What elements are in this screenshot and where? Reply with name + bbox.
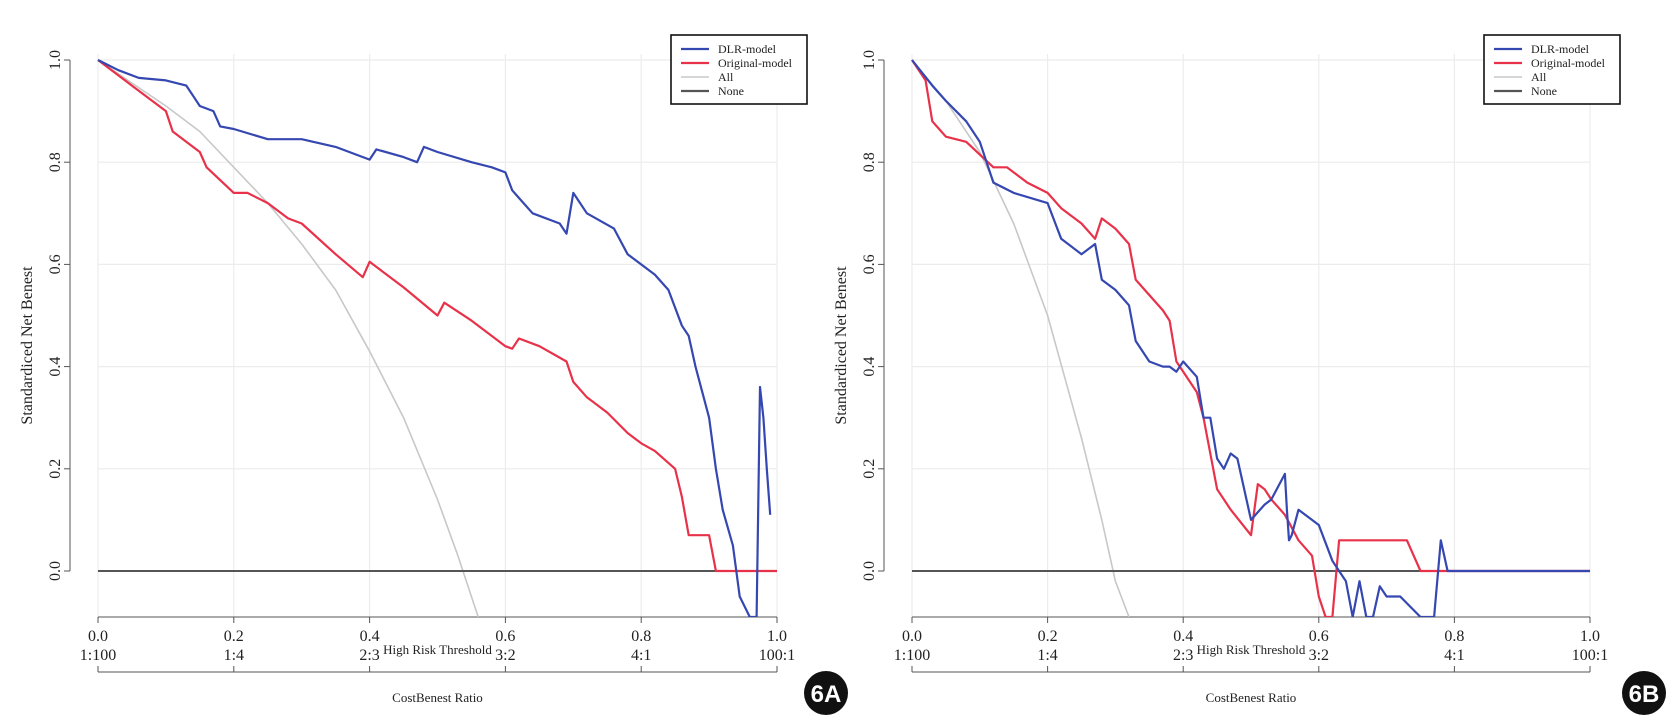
ratio-tick-label: 1:100	[894, 647, 930, 664]
x-tick-label: 1.0	[767, 628, 787, 645]
ratio-tick-label: 100:1	[759, 647, 795, 664]
series-line-dlr-model	[97, 59, 772, 617]
ratio-tick-label: 100:1	[1572, 647, 1608, 664]
legend-label-original-model: Original-model	[718, 56, 793, 70]
y-tick-label: 0.2	[47, 459, 64, 479]
legend-label-all: All	[1531, 70, 1547, 84]
y-tick-label: 0.4	[861, 357, 878, 377]
y-tick-label: 0.0	[861, 561, 878, 581]
ratio-tick-label: 1:4	[224, 647, 244, 664]
ratio-tick-label: 3:2	[1309, 647, 1329, 664]
panel-label-text: 6B	[1629, 681, 1660, 708]
x-tick-label: 0.0	[88, 628, 108, 645]
ratio-tick-label: 2:3	[1173, 647, 1193, 664]
legend-label-all: All	[718, 70, 734, 84]
gridlines	[911, 54, 1591, 617]
legend-label-dlr-model: DLR-model	[718, 42, 777, 56]
ratio-axis-title: CostBenest Ratio	[1206, 690, 1297, 705]
x-tick-label: 0.2	[1038, 628, 1058, 645]
x-tick-label: 0.6	[495, 628, 515, 645]
ratio-tick-label: 1:100	[80, 647, 116, 664]
y-tick-label: 0.8	[47, 152, 64, 172]
x-tick-label: 0.2	[224, 628, 244, 645]
ratio-tick-label: 1:4	[1037, 647, 1057, 664]
y-axis: 0.0 0.2 0.4 0.6 0.8 1.0 Standardiced Net Benes…	[19, 50, 71, 581]
x-tick-label: 0.8	[631, 628, 651, 645]
legend-label-none: None	[1531, 84, 1557, 98]
panel-label-circle	[1622, 671, 1666, 715]
x-axis: 0.0 0.2 0.4 0.6 0.8 1.0 High Risk Threshold	[88, 616, 787, 657]
ratio-axis-title: CostBenest Ratio	[392, 690, 483, 705]
x-tick-label: 0.0	[902, 628, 922, 645]
x-tick-label: 0.8	[1444, 628, 1464, 645]
y-axis-title: Standardiced Net Benest	[19, 266, 36, 425]
y-tick-label: 1.0	[47, 50, 64, 70]
gridlines	[97, 54, 778, 617]
y-tick-label: 0.2	[861, 459, 878, 479]
ratio-tick-label: 4:1	[631, 647, 651, 664]
legend-label-original-model: Original-model	[1531, 56, 1606, 70]
legend-label-dlr-model: DLR-model	[1531, 42, 1590, 56]
panel-label-badge: 6A	[804, 671, 848, 715]
legend-box	[1483, 34, 1621, 105]
ratio-tick-label: 3:2	[495, 647, 515, 664]
y-tick-label: 0.6	[47, 254, 64, 274]
panel-6a: 0.0 0.2 0.4 0.6 0.8 1.0 Standardiced Net Benes…	[19, 34, 848, 715]
x-tick-label: 0.6	[1309, 628, 1329, 645]
panel-6b: 0.0 0.2 0.4 0.6 0.8 1.0 Standardiced Net Benes…	[833, 34, 1666, 715]
series-line-all	[911, 59, 1130, 617]
x-tick-label: 0.4	[1173, 628, 1193, 645]
ratio-tick-label: 4:1	[1444, 647, 1464, 664]
series-lines	[97, 59, 777, 617]
y-axis-title: Standardiced Net Benest	[833, 266, 850, 425]
x-axis-title: High Risk Threshold	[383, 642, 492, 657]
y-tick-label: 0.0	[47, 561, 64, 581]
series-lines	[911, 59, 1590, 617]
ratio-axis: 1:100 1:4 2:3 3:2 4:1 100:1 CostBenest Ratio	[80, 647, 795, 705]
y-axis: 0.0 0.2 0.4 0.6 0.8 1.0 Standardiced Net Benes…	[833, 50, 885, 581]
ratio-axis: 1:100 1:4 2:3 3:2 4:1 100:1 CostBenest Ratio	[894, 647, 1608, 705]
x-tick-label: 1.0	[1580, 628, 1600, 645]
x-axis-title: High Risk Threshold	[1197, 642, 1306, 657]
panel-label-text: 6A	[811, 681, 842, 708]
series-line-all	[97, 59, 479, 617]
series-line-dlr-model	[911, 59, 1590, 617]
panel-label-circle	[804, 671, 848, 715]
y-tick-label: 0.8	[861, 152, 878, 172]
x-tick-label: 0.4	[360, 628, 380, 645]
y-tick-label: 0.4	[47, 357, 64, 377]
x-axis: 0.0 0.2 0.4 0.6 0.8 1.0 High Risk Threshold	[902, 616, 1600, 657]
panel-label-badge: 6B	[1622, 671, 1666, 715]
legend-label-none: None	[718, 84, 744, 98]
series-line-original-model	[911, 59, 1590, 617]
y-tick-label: 0.6	[861, 254, 878, 274]
legend-box	[670, 34, 808, 105]
ratio-tick-label: 2:3	[359, 647, 379, 664]
y-tick-label: 1.0	[861, 50, 878, 70]
series-line-original-model	[97, 59, 777, 573]
